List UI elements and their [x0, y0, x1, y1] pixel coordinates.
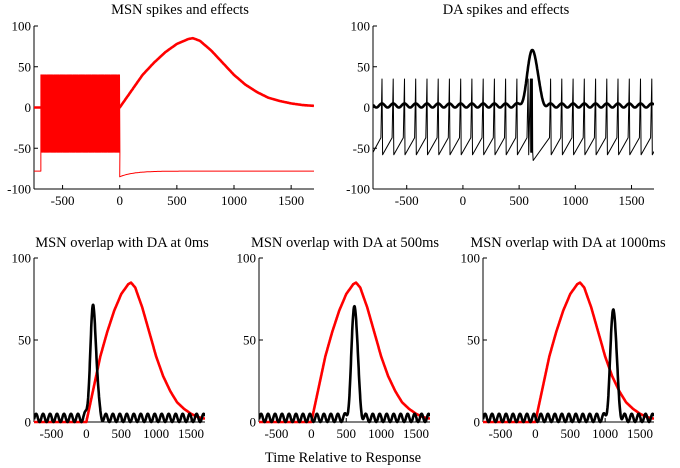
x-axis-label: Time Relative to Response	[265, 450, 421, 466]
y-tick-label: 50	[243, 333, 256, 348]
y-tick-label: 0	[474, 415, 481, 430]
plot-area	[34, 281, 205, 424]
series-line-1	[259, 304, 430, 424]
x-tick-label: 1500	[178, 426, 204, 441]
x-tick-label: 500	[509, 193, 529, 208]
x-tick-label: 1000	[368, 426, 394, 441]
series-line-0	[483, 281, 654, 424]
x-tick-label: 500	[111, 426, 131, 441]
series-line-0	[259, 281, 430, 424]
x-tick-label: 1000	[562, 193, 588, 208]
y-tick-label: -50	[14, 141, 31, 156]
y-tick-label: 50	[467, 333, 480, 348]
x-tick-label: 500	[167, 193, 187, 208]
plot-area	[373, 48, 654, 161]
series-line-1	[373, 48, 654, 109]
y-tick-label: -50	[353, 141, 370, 156]
x-tick-label: 0	[83, 426, 90, 441]
chart-title: MSN overlap with DA at 0ms	[35, 235, 209, 251]
y-tick-label: 0	[250, 415, 257, 430]
y-tick-label: 100	[237, 251, 257, 266]
series-line-0	[34, 74, 314, 178]
x-tick-label: 1500	[627, 426, 653, 441]
chart-title: MSN overlap with DA at 1000ms	[470, 235, 666, 251]
x-tick-label: -500	[489, 426, 513, 441]
chart-title: MSN overlap with DA at 500ms	[251, 235, 439, 251]
y-tick-label: 50	[18, 333, 31, 348]
x-tick-label: 500	[336, 426, 356, 441]
x-tick-label: 1000	[592, 426, 618, 441]
x-tick-label: 1000	[221, 193, 247, 208]
y-tick-label: 100	[461, 251, 481, 266]
x-tick-label: -500	[40, 426, 64, 441]
series-line-0	[34, 281, 205, 424]
series-line-1	[34, 36, 314, 109]
x-tick-label: 0	[308, 426, 315, 441]
x-tick-label: 1500	[403, 426, 429, 441]
y-tick-label: 0	[25, 100, 32, 115]
y-tick-label: 50	[18, 59, 31, 74]
chart-title: MSN spikes and effects	[111, 2, 249, 18]
series-line-0	[373, 78, 654, 161]
chart-overlap500: MSN overlap with DA at 500ms 0 50 100 -500 0 5…	[237, 235, 440, 441]
x-tick-label: -500	[265, 426, 289, 441]
x-tick-label: 1000	[143, 426, 169, 441]
x-tick-label: -500	[51, 193, 75, 208]
y-tick-label: 100	[12, 19, 32, 34]
y-tick-label: 100	[12, 251, 32, 266]
y-tick-label: -100	[346, 182, 370, 197]
y-tick-label: -100	[7, 182, 31, 197]
y-tick-label: 0	[364, 100, 371, 115]
x-tick-label: 1500	[619, 193, 645, 208]
plot-area	[483, 281, 654, 424]
chart-overlap0: MSN overlap with DA at 0ms 0 50 100 -500 0 500…	[12, 235, 210, 441]
x-tick-label: 0	[532, 426, 539, 441]
x-tick-label: 1500	[278, 193, 304, 208]
x-tick-label: 500	[560, 426, 580, 441]
x-tick-label: -500	[395, 193, 419, 208]
plot-area	[259, 281, 430, 424]
chart-overlap1000: MSN overlap with DA at 1000ms 0 50 100 -500 0…	[461, 235, 667, 441]
x-tick-label: 0	[460, 193, 467, 208]
y-tick-label: 50	[357, 59, 370, 74]
chart-title: DA spikes and effects	[443, 2, 570, 18]
plot-area	[34, 36, 314, 178]
series-line-1	[34, 303, 205, 424]
y-tick-label: 100	[351, 19, 371, 34]
y-tick-label: 0	[25, 415, 32, 430]
series-line-1	[483, 308, 654, 424]
x-tick-label: 0	[116, 193, 123, 208]
